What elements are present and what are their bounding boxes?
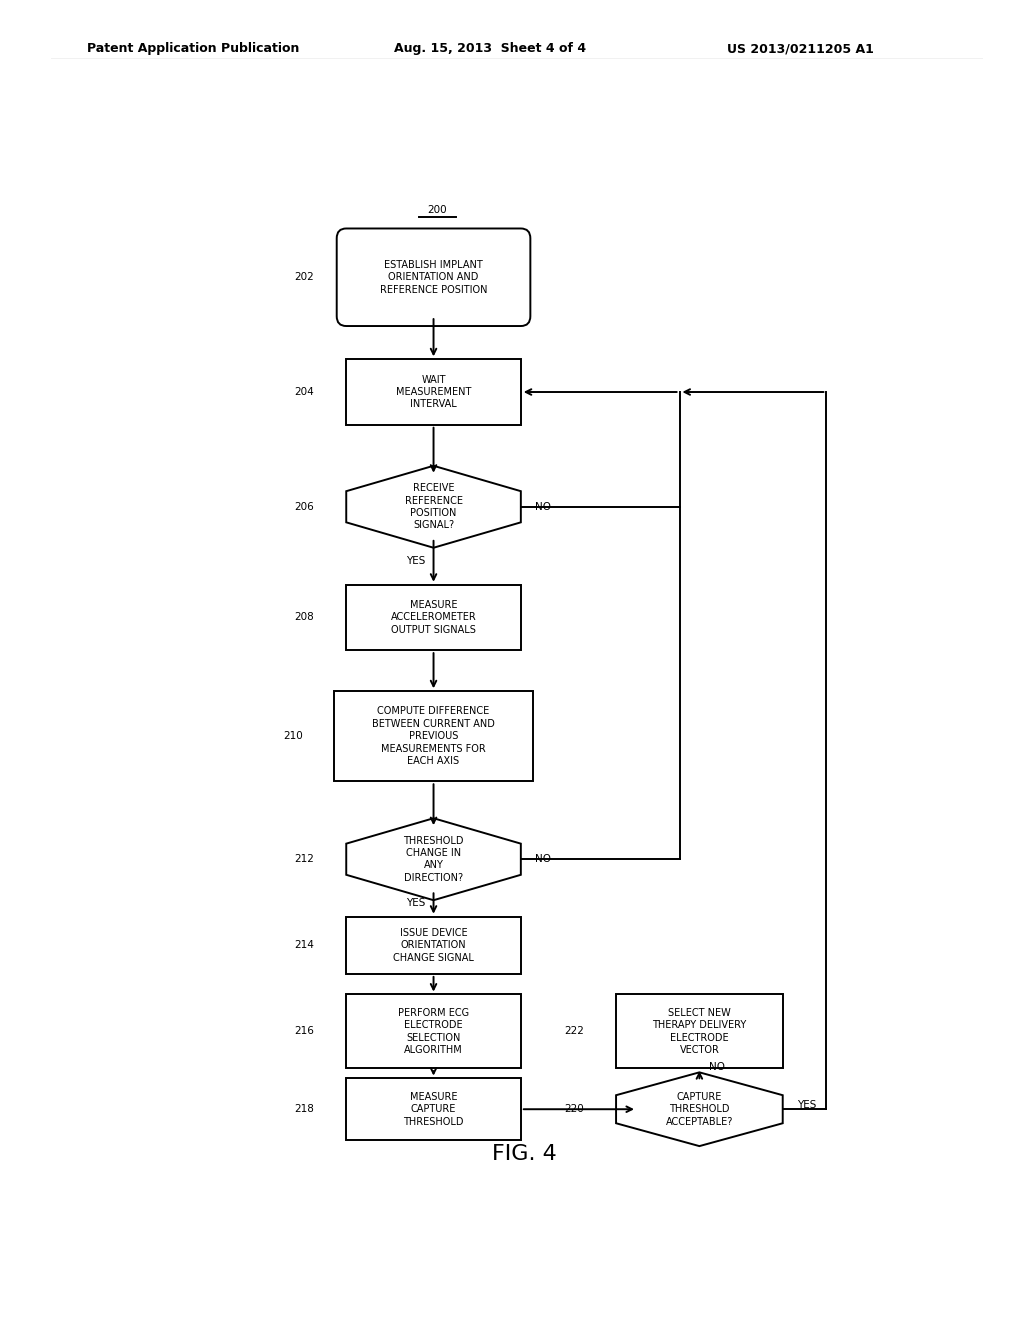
Text: US 2013/0211205 A1: US 2013/0211205 A1 xyxy=(727,42,873,55)
Text: 208: 208 xyxy=(295,612,314,623)
Text: FIG. 4: FIG. 4 xyxy=(493,1144,557,1164)
Text: Patent Application Publication: Patent Application Publication xyxy=(87,42,299,55)
Bar xyxy=(346,359,521,425)
Text: SELECT NEW
THERAPY DELIVERY
ELECTRODE
VECTOR: SELECT NEW THERAPY DELIVERY ELECTRODE VE… xyxy=(652,1007,746,1055)
Text: Aug. 15, 2013  Sheet 4 of 4: Aug. 15, 2013 Sheet 4 of 4 xyxy=(394,42,587,55)
Text: 204: 204 xyxy=(295,387,314,397)
Bar xyxy=(616,994,782,1068)
Text: YES: YES xyxy=(407,899,426,908)
Text: 210: 210 xyxy=(283,731,303,742)
Text: YES: YES xyxy=(797,1100,816,1110)
Text: RECEIVE
REFERENCE
POSITION
SIGNAL?: RECEIVE REFERENCE POSITION SIGNAL? xyxy=(404,483,463,531)
Text: ESTABLISH IMPLANT
ORIENTATION AND
REFERENCE POSITION: ESTABLISH IMPLANT ORIENTATION AND REFERE… xyxy=(380,260,487,294)
Text: MEASURE
ACCELEROMETER
OUTPUT SIGNALS: MEASURE ACCELEROMETER OUTPUT SIGNALS xyxy=(391,601,476,635)
Text: 214: 214 xyxy=(295,940,314,950)
Text: MEASURE
CAPTURE
THRESHOLD: MEASURE CAPTURE THRESHOLD xyxy=(403,1092,464,1127)
Polygon shape xyxy=(346,466,521,548)
Polygon shape xyxy=(346,818,521,900)
Text: 200: 200 xyxy=(428,206,447,215)
Text: 222: 222 xyxy=(564,1027,585,1036)
Bar xyxy=(346,585,521,651)
Text: 218: 218 xyxy=(295,1105,314,1114)
Bar xyxy=(346,916,521,974)
Text: ISSUE DEVICE
ORIENTATION
CHANGE SIGNAL: ISSUE DEVICE ORIENTATION CHANGE SIGNAL xyxy=(393,928,474,962)
Text: 216: 216 xyxy=(295,1027,314,1036)
Text: 212: 212 xyxy=(295,854,314,865)
Polygon shape xyxy=(616,1072,782,1146)
Text: YES: YES xyxy=(407,556,426,566)
Text: PERFORM ECG
ELECTRODE
SELECTION
ALGORITHM: PERFORM ECG ELECTRODE SELECTION ALGORITH… xyxy=(398,1007,469,1055)
Bar xyxy=(346,1078,521,1140)
Text: THRESHOLD
CHANGE IN
ANY
DIRECTION?: THRESHOLD CHANGE IN ANY DIRECTION? xyxy=(403,836,464,883)
Bar xyxy=(346,994,521,1068)
Text: 202: 202 xyxy=(295,272,314,282)
Text: NO: NO xyxy=(709,1061,725,1072)
Text: 220: 220 xyxy=(564,1105,585,1114)
Bar xyxy=(334,692,532,781)
FancyBboxPatch shape xyxy=(337,228,530,326)
Text: CAPTURE
THRESHOLD
ACCEPTABLE?: CAPTURE THRESHOLD ACCEPTABLE? xyxy=(666,1092,733,1127)
Text: 206: 206 xyxy=(295,502,314,512)
Text: WAIT
MEASUREMENT
INTERVAL: WAIT MEASUREMENT INTERVAL xyxy=(396,375,471,409)
Text: COMPUTE DIFFERENCE
BETWEEN CURRENT AND
PREVIOUS
MEASUREMENTS FOR
EACH AXIS: COMPUTE DIFFERENCE BETWEEN CURRENT AND P… xyxy=(372,706,495,766)
Text: NO: NO xyxy=(536,854,551,865)
Text: NO: NO xyxy=(536,502,551,512)
